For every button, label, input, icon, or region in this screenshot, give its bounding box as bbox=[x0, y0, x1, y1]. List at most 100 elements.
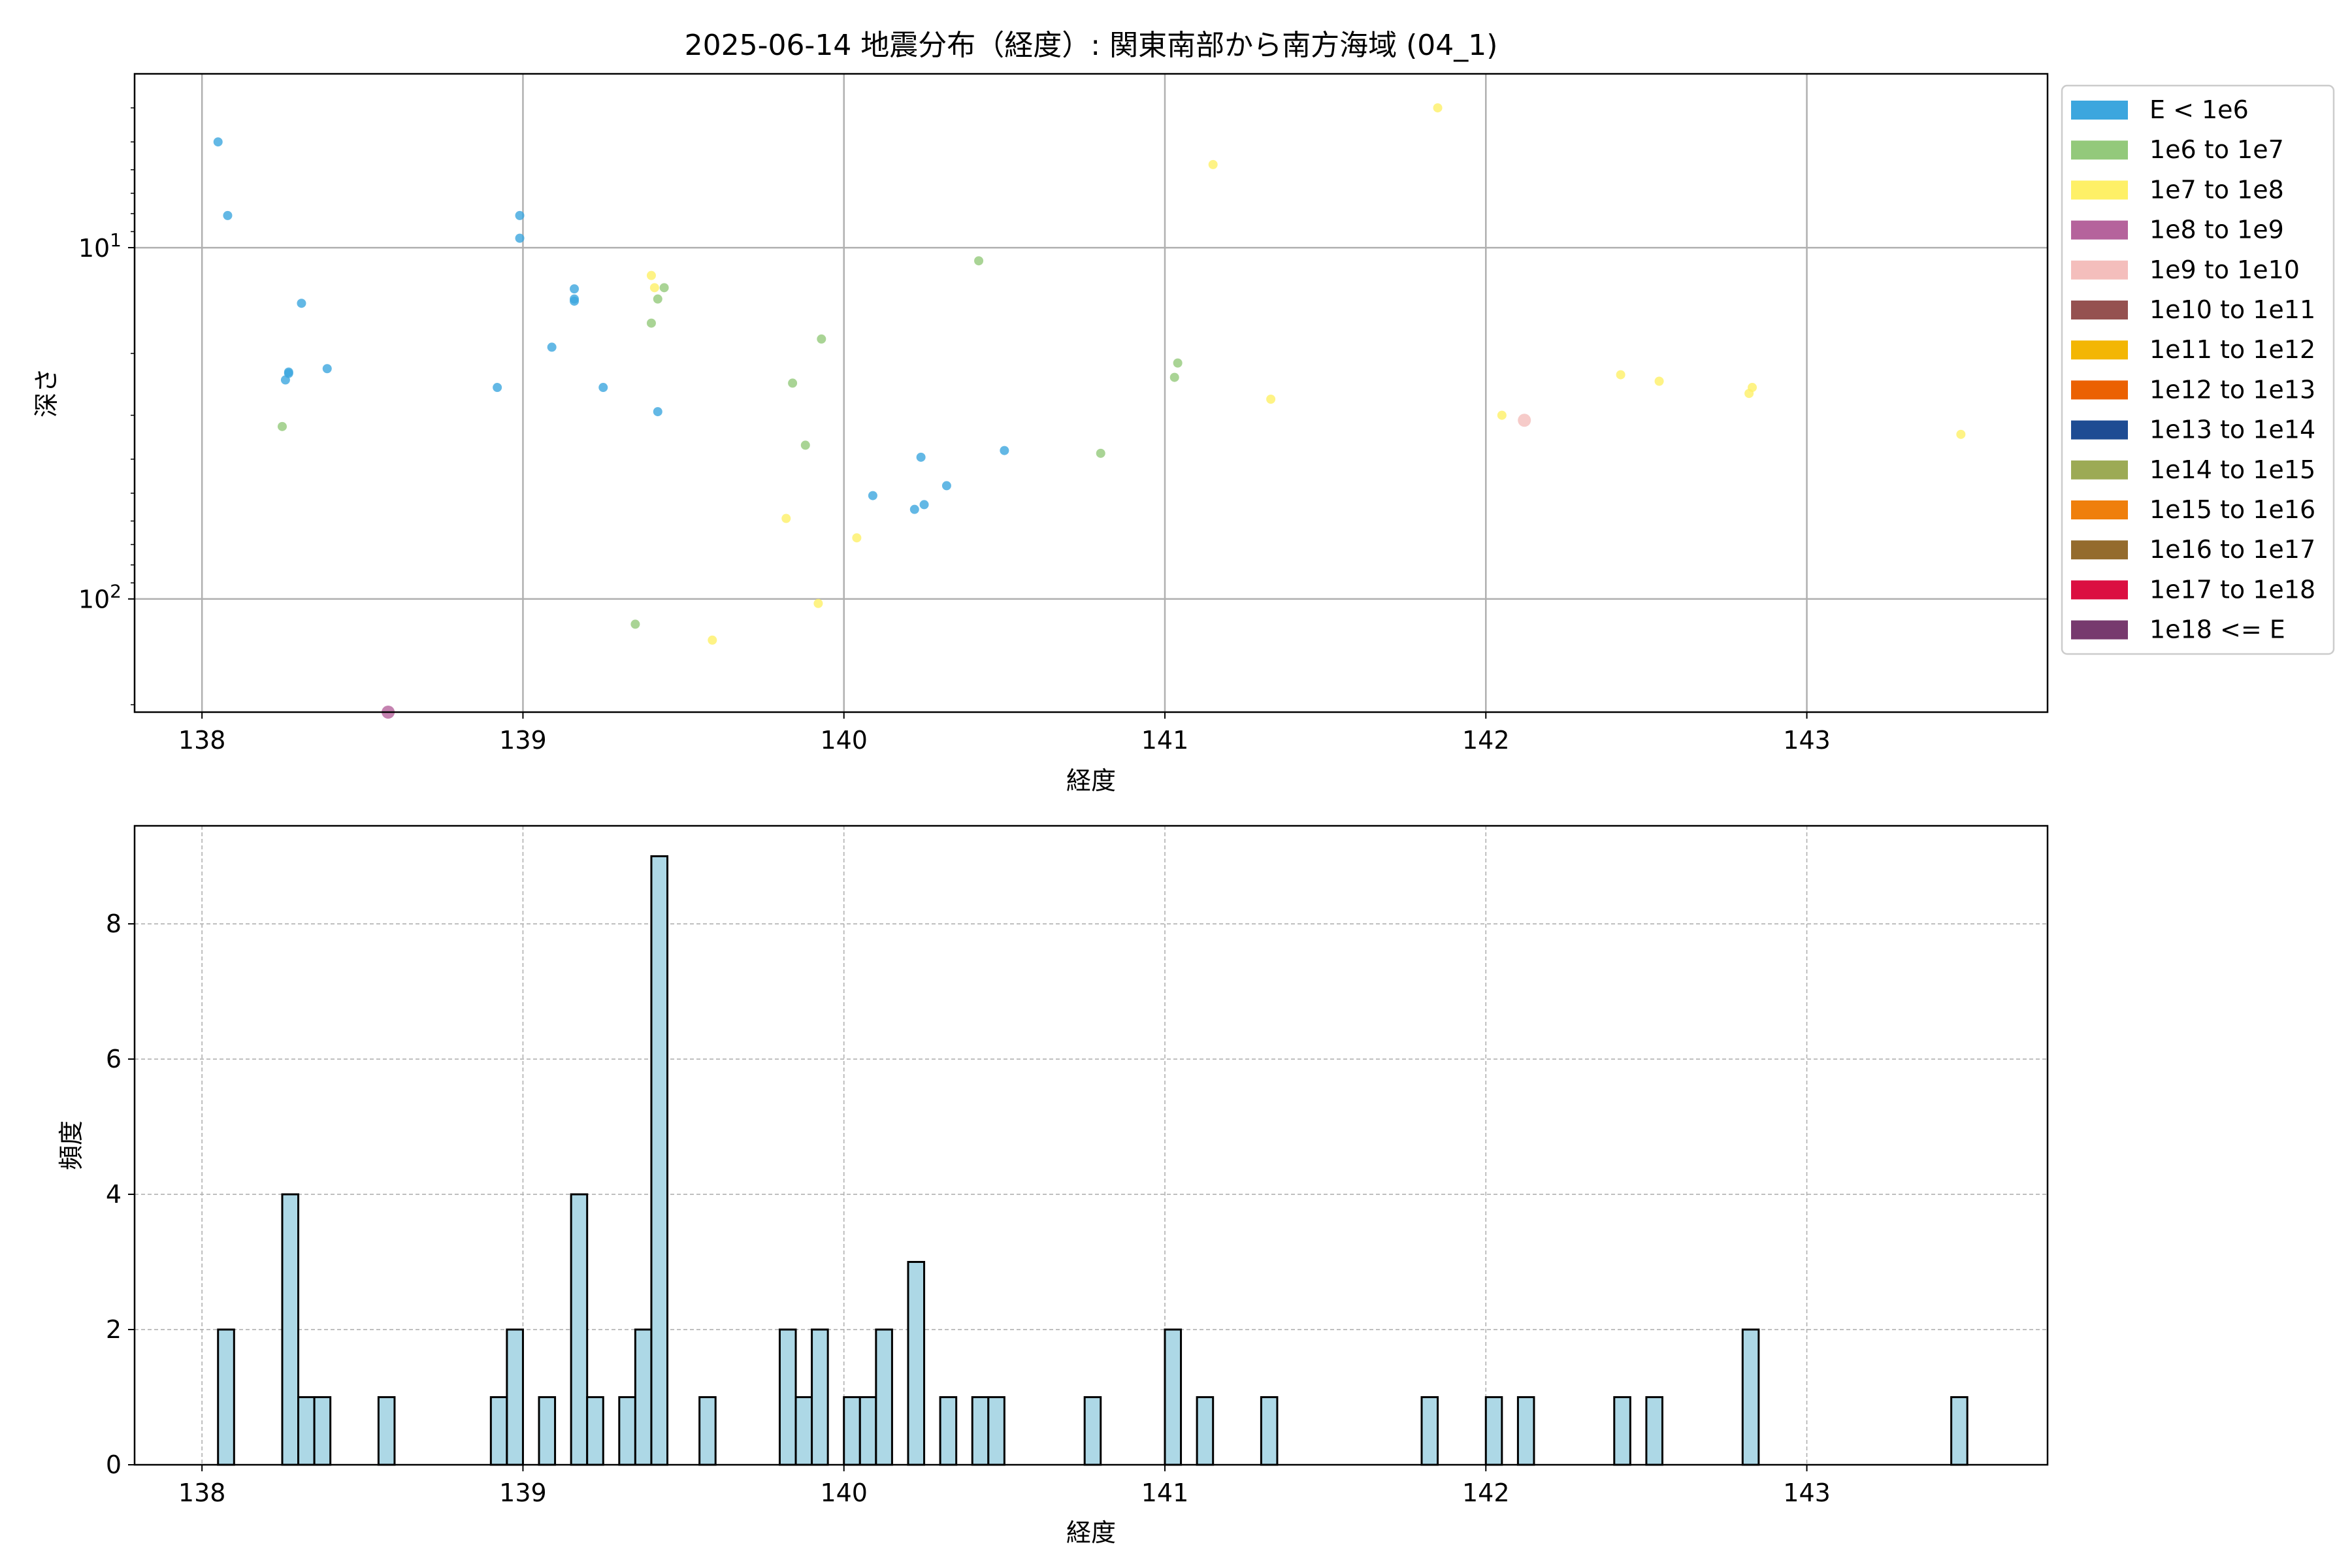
scatter-point bbox=[781, 514, 791, 523]
legend-swatch bbox=[2071, 180, 2128, 200]
scatter-point bbox=[223, 210, 233, 220]
legend-label: 1e16 to 1e17 bbox=[2149, 535, 2315, 564]
scatter-point bbox=[1518, 414, 1531, 427]
scatter-point bbox=[1497, 410, 1507, 420]
scatter-point bbox=[277, 421, 287, 431]
histogram-bar bbox=[634, 1328, 653, 1466]
scatter-plot: 138 139 140 141 142 143 101 102 経度 深さ bbox=[32, 73, 2049, 795]
scatter-point bbox=[284, 367, 293, 377]
histogram-bar bbox=[1950, 1396, 1968, 1466]
scatter-point bbox=[1096, 448, 1105, 458]
legend-swatch bbox=[2071, 500, 2128, 519]
scatter-point bbox=[1000, 446, 1009, 455]
histogram-bar bbox=[843, 1396, 861, 1466]
histogram-bar bbox=[858, 1396, 877, 1466]
scatter-frame bbox=[133, 73, 2049, 713]
legend-label: 1e10 to 1e11 bbox=[2149, 295, 2315, 324]
scatter-grid bbox=[135, 74, 2048, 712]
scatter-point bbox=[646, 318, 656, 328]
histogram-y-tick-label: 8 bbox=[106, 909, 122, 938]
scatter-point bbox=[515, 233, 525, 243]
legend-label: 1e8 to 1e9 bbox=[2149, 216, 2284, 244]
histogram-bar bbox=[1196, 1396, 1215, 1466]
scatter-point bbox=[213, 137, 223, 147]
legend: E < 1e6 1e6 to 1e7 1e7 to 1e8 1e8 to 1e9 1e9… bbox=[2061, 84, 2335, 655]
scatter-point bbox=[916, 452, 926, 462]
histogram-bar bbox=[217, 1328, 235, 1466]
histogram-bar bbox=[794, 1396, 813, 1466]
scatter-point bbox=[1173, 358, 1183, 368]
scatter-x-tick-label: 140 bbox=[820, 726, 868, 755]
scatter-x-tick-label: 143 bbox=[1783, 726, 1831, 755]
scatter-point bbox=[708, 635, 717, 645]
histogram-x-tick-label: 142 bbox=[1462, 1478, 1510, 1507]
scatter-point bbox=[649, 283, 659, 293]
legend-label: E < 1e6 bbox=[2149, 95, 2249, 124]
legend-label: 1e9 to 1e10 bbox=[2149, 255, 2300, 284]
scatter-point bbox=[547, 342, 557, 352]
legend-swatch bbox=[2071, 140, 2128, 160]
scatter-point bbox=[653, 294, 662, 304]
histogram-bar bbox=[1083, 1396, 1102, 1466]
legend-label: 1e15 to 1e16 bbox=[2149, 495, 2315, 524]
scatter-point bbox=[919, 500, 929, 510]
legend-swatch bbox=[2071, 301, 2128, 319]
histogram-bar bbox=[538, 1396, 557, 1466]
histogram-bar bbox=[875, 1328, 893, 1466]
scatter-point bbox=[852, 533, 862, 543]
legend-swatch bbox=[2071, 260, 2128, 280]
scatter-x-axis-label: 経度 bbox=[1066, 766, 1116, 795]
scatter-point bbox=[788, 378, 798, 388]
scatter-point bbox=[297, 299, 306, 308]
histogram-bar bbox=[281, 1193, 300, 1466]
scatter-point bbox=[909, 504, 919, 514]
scatter-y-tick-label: 101 bbox=[78, 229, 122, 263]
legend-label: 1e11 to 1e12 bbox=[2149, 335, 2315, 364]
histogram-bar bbox=[1484, 1396, 1503, 1466]
histogram-ticks: 138 139 140 141 142 143 0 2 4 6 8 bbox=[106, 909, 1831, 1507]
histogram-bar bbox=[377, 1396, 396, 1466]
legend-label: 1e14 to 1e15 bbox=[2149, 455, 2315, 484]
chart-title: 2025-06-14 地震分布（経度）: 関東南部から南方海域 (04_1) bbox=[685, 29, 1498, 62]
scatter-point bbox=[630, 619, 640, 629]
legend-swatch bbox=[2071, 620, 2128, 640]
scatter-point bbox=[1433, 103, 1443, 113]
legend-box bbox=[2061, 84, 2335, 655]
histogram-bar bbox=[1741, 1328, 1760, 1466]
histogram-bar bbox=[297, 1396, 316, 1466]
scatter-point bbox=[570, 284, 580, 294]
scatter-y-axis-label: 深さ bbox=[32, 368, 61, 417]
scatter-point bbox=[1616, 370, 1625, 380]
scatter-x-tick-label: 139 bbox=[499, 726, 547, 755]
histogram-bar bbox=[907, 1261, 926, 1466]
legend-label: 1e6 to 1e7 bbox=[2149, 135, 2284, 164]
histogram-bar bbox=[1645, 1396, 1663, 1466]
histogram-bar bbox=[1516, 1396, 1535, 1466]
histogram-x-tick-label: 138 bbox=[178, 1478, 226, 1507]
legend-swatch bbox=[2071, 220, 2128, 240]
histogram-bar bbox=[1164, 1328, 1183, 1466]
legend-label: 1e13 to 1e14 bbox=[2149, 416, 2315, 444]
legend-swatch bbox=[2071, 380, 2128, 400]
scatter-point bbox=[800, 440, 810, 450]
histogram-x-tick-label: 139 bbox=[499, 1478, 547, 1507]
legend-swatch bbox=[2071, 420, 2128, 440]
histogram-bar bbox=[939, 1396, 958, 1466]
scatter-plot-area bbox=[135, 74, 2048, 712]
legend-swatch bbox=[2071, 101, 2128, 120]
legend-label: 1e18 <= E bbox=[2149, 615, 2285, 644]
histogram-bar bbox=[971, 1396, 990, 1466]
histogram-y-tick-label: 2 bbox=[106, 1315, 122, 1344]
scatter-point bbox=[653, 407, 662, 417]
legend-label: 1e12 to 1e13 bbox=[2149, 375, 2315, 404]
histogram-bar bbox=[1420, 1396, 1439, 1466]
histogram-x-tick-label: 143 bbox=[1783, 1478, 1831, 1507]
histogram-bar bbox=[489, 1396, 508, 1466]
legend-label: 1e7 to 1e8 bbox=[2149, 175, 2284, 204]
histogram-y-tick-label: 4 bbox=[106, 1180, 122, 1209]
histogram-y-tick-label: 6 bbox=[106, 1045, 122, 1073]
scatter-y-tick-label: 102 bbox=[78, 581, 122, 614]
scatter-point bbox=[1956, 429, 1966, 439]
scatter-point bbox=[941, 481, 951, 491]
